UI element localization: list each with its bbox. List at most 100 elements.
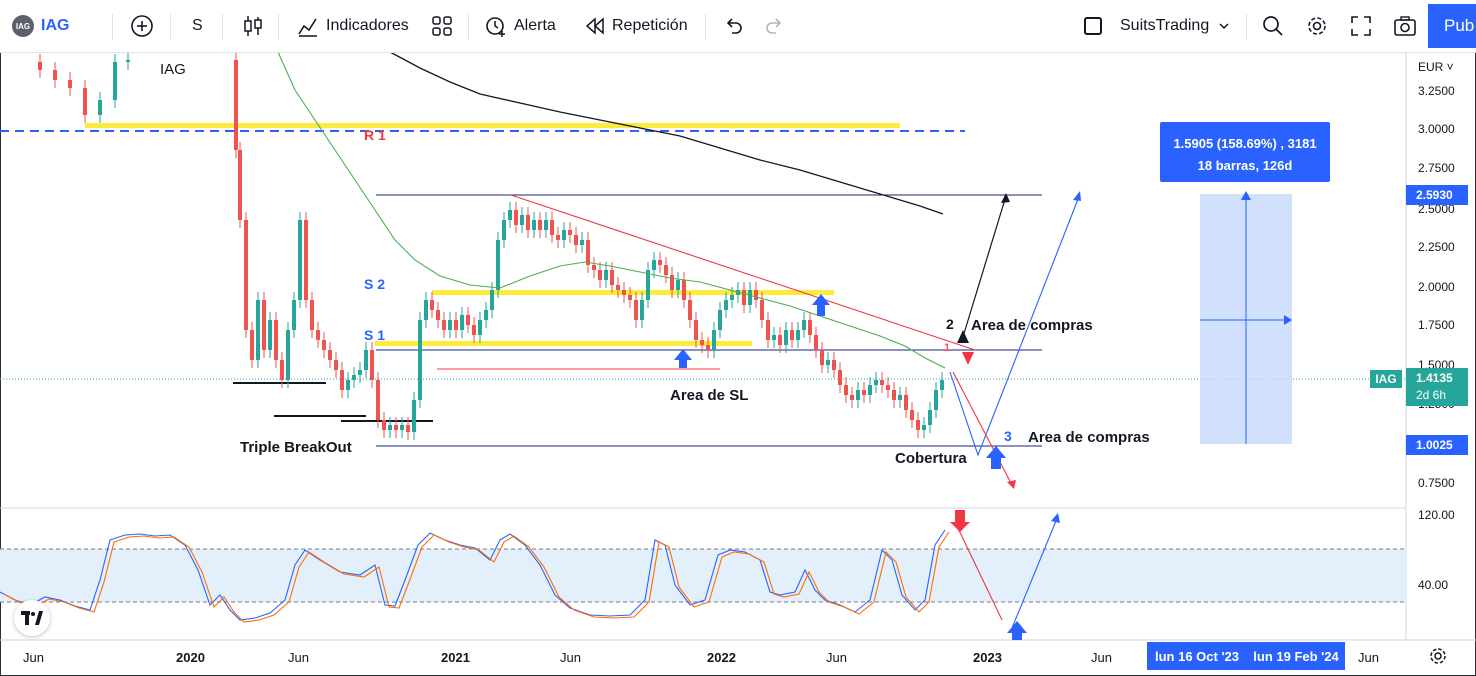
- candle-body: [646, 270, 650, 300]
- candle-body: [268, 320, 272, 350]
- redo-icon: [766, 18, 782, 34]
- currency-label: EUR: [1418, 60, 1444, 74]
- indicators-label: Indicadores: [326, 17, 409, 34]
- interval-button[interactable]: S: [192, 17, 203, 34]
- candle-body: [742, 290, 746, 305]
- candle-body: [442, 320, 446, 330]
- candle-body: [322, 340, 326, 350]
- search-button[interactable]: [1261, 0, 1285, 52]
- candle-body: [676, 280, 680, 290]
- time-tick: Jun: [826, 650, 847, 665]
- chart-settings-button[interactable]: [1428, 646, 1448, 671]
- osc-tick: 40.00: [1418, 578, 1449, 592]
- stoch-k-line: [0, 529, 946, 621]
- candle-body: [316, 330, 320, 340]
- fullscreen-button[interactable]: [1350, 0, 1372, 52]
- buy-area-label-2: Area de compras: [1028, 429, 1150, 446]
- tradingview-logo[interactable]: [14, 600, 50, 636]
- time-tick: 2023: [973, 650, 1002, 665]
- price-tick: 1.7500: [1418, 318, 1455, 332]
- buy-area-label-1: Area de compras: [971, 317, 1093, 334]
- candle-body: [640, 300, 644, 320]
- candle-body: [388, 425, 392, 430]
- candle-body: [538, 220, 542, 230]
- current-price-value: 1.4135: [1416, 371, 1453, 385]
- symbol-search[interactable]: IAG IAG: [12, 0, 69, 52]
- current-price-countdown: 2d 6h: [1416, 388, 1447, 402]
- osc-buy-arrow: [1007, 621, 1027, 640]
- candle-body: [478, 320, 482, 335]
- stoch-d-line: [3, 531, 950, 623]
- templates-icon: [432, 16, 452, 36]
- currency-selector[interactable]: EUR ˅: [1418, 60, 1454, 74]
- candle-body: [610, 270, 614, 285]
- indicators-icon: [298, 18, 317, 37]
- date-range-end: lun 19 Feb '24: [1247, 642, 1345, 670]
- candle-body: [916, 420, 920, 430]
- candle-body: [280, 360, 284, 380]
- time-tick: Jun: [1358, 650, 1379, 665]
- candle-body: [796, 330, 800, 340]
- candle-body: [472, 325, 476, 335]
- compare-button[interactable]: [130, 0, 154, 52]
- candle-body: [820, 350, 824, 365]
- time-tick: Jun: [1091, 650, 1112, 665]
- candle-body: [802, 320, 806, 330]
- candle-body: [436, 310, 440, 320]
- candle-body: [934, 390, 938, 410]
- indicators-button[interactable]: Indicadores: [296, 0, 409, 52]
- symbol-name[interactable]: IAG: [41, 17, 70, 34]
- osc-tick: 120.00: [1418, 508, 1455, 522]
- candle-body: [334, 360, 338, 370]
- candle-body: [532, 220, 536, 230]
- candle-body: [304, 220, 308, 300]
- candle-body: [838, 370, 842, 385]
- candle-body: [256, 300, 260, 360]
- candle-body: [886, 385, 890, 390]
- price-tick: 2.0000: [1418, 280, 1455, 294]
- search-icon: [1263, 16, 1283, 36]
- candle-body: [706, 345, 710, 350]
- candle-body: [83, 88, 87, 115]
- candle-body: [466, 315, 470, 325]
- candle-body: [592, 265, 596, 270]
- up-marker: [957, 330, 969, 343]
- candle-body: [292, 300, 296, 330]
- r1-label: R 1: [364, 127, 386, 143]
- candle-body: [250, 330, 254, 360]
- candle-body: [940, 380, 944, 390]
- point-2-label: 2: [946, 316, 954, 332]
- time-tick: 2022: [707, 650, 736, 665]
- candle-body: [454, 320, 458, 330]
- alarm-clock-icon: [486, 17, 505, 37]
- candle-body: [53, 70, 57, 80]
- candle-body: [562, 230, 566, 240]
- alert-button[interactable]: Alerta: [484, 0, 556, 52]
- undo-button[interactable]: [722, 0, 744, 52]
- snapshot-button[interactable]: [1393, 0, 1417, 52]
- layout-button[interactable]: SuitsTrading: [1084, 0, 1231, 52]
- ma-green-line: [277, 51, 946, 369]
- settings-button[interactable]: [1305, 0, 1329, 52]
- publish-button[interactable]: Pub: [1428, 4, 1476, 48]
- candle-body: [126, 60, 130, 62]
- osc-sell-arrow: [950, 510, 970, 532]
- measure-line-1: 1.5905 (158.69%) , 3181: [1173, 136, 1317, 151]
- templates-button[interactable]: [431, 0, 453, 52]
- candle-body: [622, 290, 626, 295]
- redo-button[interactable]: [764, 0, 786, 52]
- replay-button[interactable]: Repetición: [584, 0, 688, 52]
- candle-body: [346, 380, 350, 390]
- candle-body: [844, 385, 848, 395]
- measure-label: 1.5905 (158.69%) , 3181 18 barras, 126d: [1160, 122, 1330, 182]
- candle-body: [520, 215, 524, 225]
- candle-body: [556, 235, 560, 240]
- price-tick: 2.2500: [1418, 240, 1455, 254]
- symbol-price-tag: IAG: [1370, 370, 1402, 388]
- candle-body: [616, 285, 620, 290]
- chart-type-button[interactable]: [242, 0, 264, 52]
- replay-label: Repetición: [612, 17, 688, 34]
- candle-body: [244, 220, 248, 330]
- s1-label: S 1: [364, 327, 386, 343]
